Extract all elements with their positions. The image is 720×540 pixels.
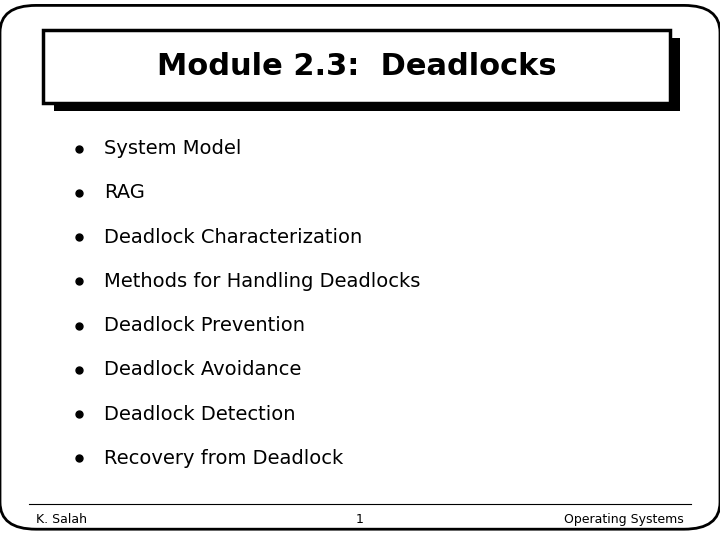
Text: Operating Systems: Operating Systems <box>564 513 684 526</box>
Text: RAG: RAG <box>104 183 145 202</box>
Text: Recovery from Deadlock: Recovery from Deadlock <box>104 449 343 468</box>
Text: K. Salah: K. Salah <box>36 513 87 526</box>
Text: Deadlock Detection: Deadlock Detection <box>104 404 296 424</box>
FancyBboxPatch shape <box>54 38 680 111</box>
FancyBboxPatch shape <box>0 5 720 529</box>
Text: Methods for Handling Deadlocks: Methods for Handling Deadlocks <box>104 272 420 291</box>
Text: Deadlock Avoidance: Deadlock Avoidance <box>104 360 302 380</box>
FancyBboxPatch shape <box>43 30 670 103</box>
Text: System Model: System Model <box>104 139 242 158</box>
Text: Module 2.3:  Deadlocks: Module 2.3: Deadlocks <box>156 52 557 81</box>
Text: Deadlock Characterization: Deadlock Characterization <box>104 227 363 247</box>
Text: Deadlock Prevention: Deadlock Prevention <box>104 316 305 335</box>
Text: 1: 1 <box>356 513 364 526</box>
